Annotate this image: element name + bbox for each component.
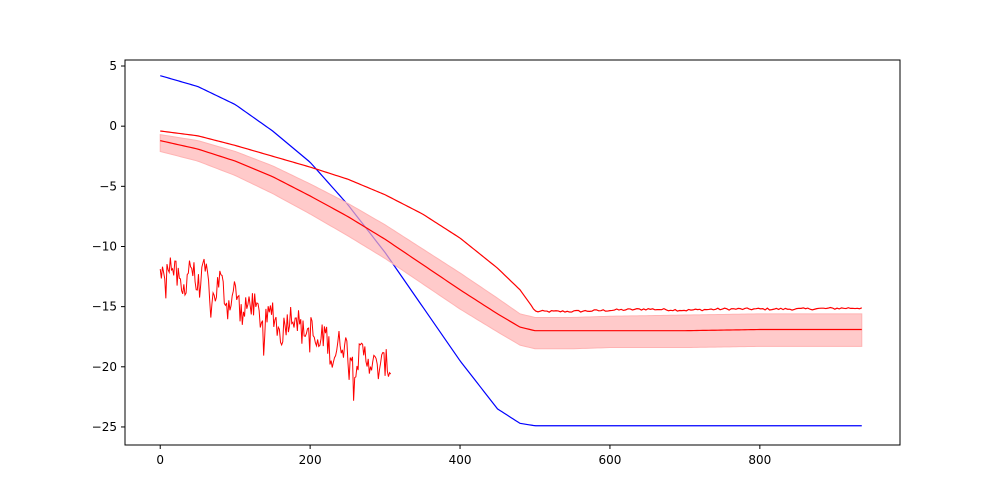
x-tick-label: 200: [299, 453, 322, 467]
series-2-line: [160, 140, 862, 332]
plot-area: [159, 75, 863, 427]
x-axis: 0 200 400 600 800: [156, 445, 771, 467]
y-tick-label: −20: [92, 360, 117, 374]
series-1: [160, 130, 863, 313]
series-0: [160, 75, 862, 427]
y-tick-label: 5: [109, 59, 117, 73]
y-tick-label: 0: [109, 119, 117, 133]
axes-frame: [124, 59, 901, 446]
series-2-band: [159, 134, 863, 350]
y-tick-label: −10: [92, 239, 117, 253]
series-2: [159, 134, 863, 350]
series-0-line: [160, 75, 862, 427]
x-tick-label: 400: [449, 453, 472, 467]
series-3: [159, 257, 392, 401]
y-tick-label: −15: [92, 300, 117, 314]
y-tick-label: −25: [92, 420, 117, 434]
x-tick-label: 800: [748, 453, 771, 467]
series-1-line: [160, 130, 863, 313]
x-tick-label: 0: [156, 453, 164, 467]
x-tick-label: 600: [598, 453, 621, 467]
y-axis: 5 0 −5 −10 −15 −20 −25: [92, 59, 125, 434]
y-tick-label: −5: [99, 179, 117, 193]
series-3-line: [159, 257, 392, 401]
